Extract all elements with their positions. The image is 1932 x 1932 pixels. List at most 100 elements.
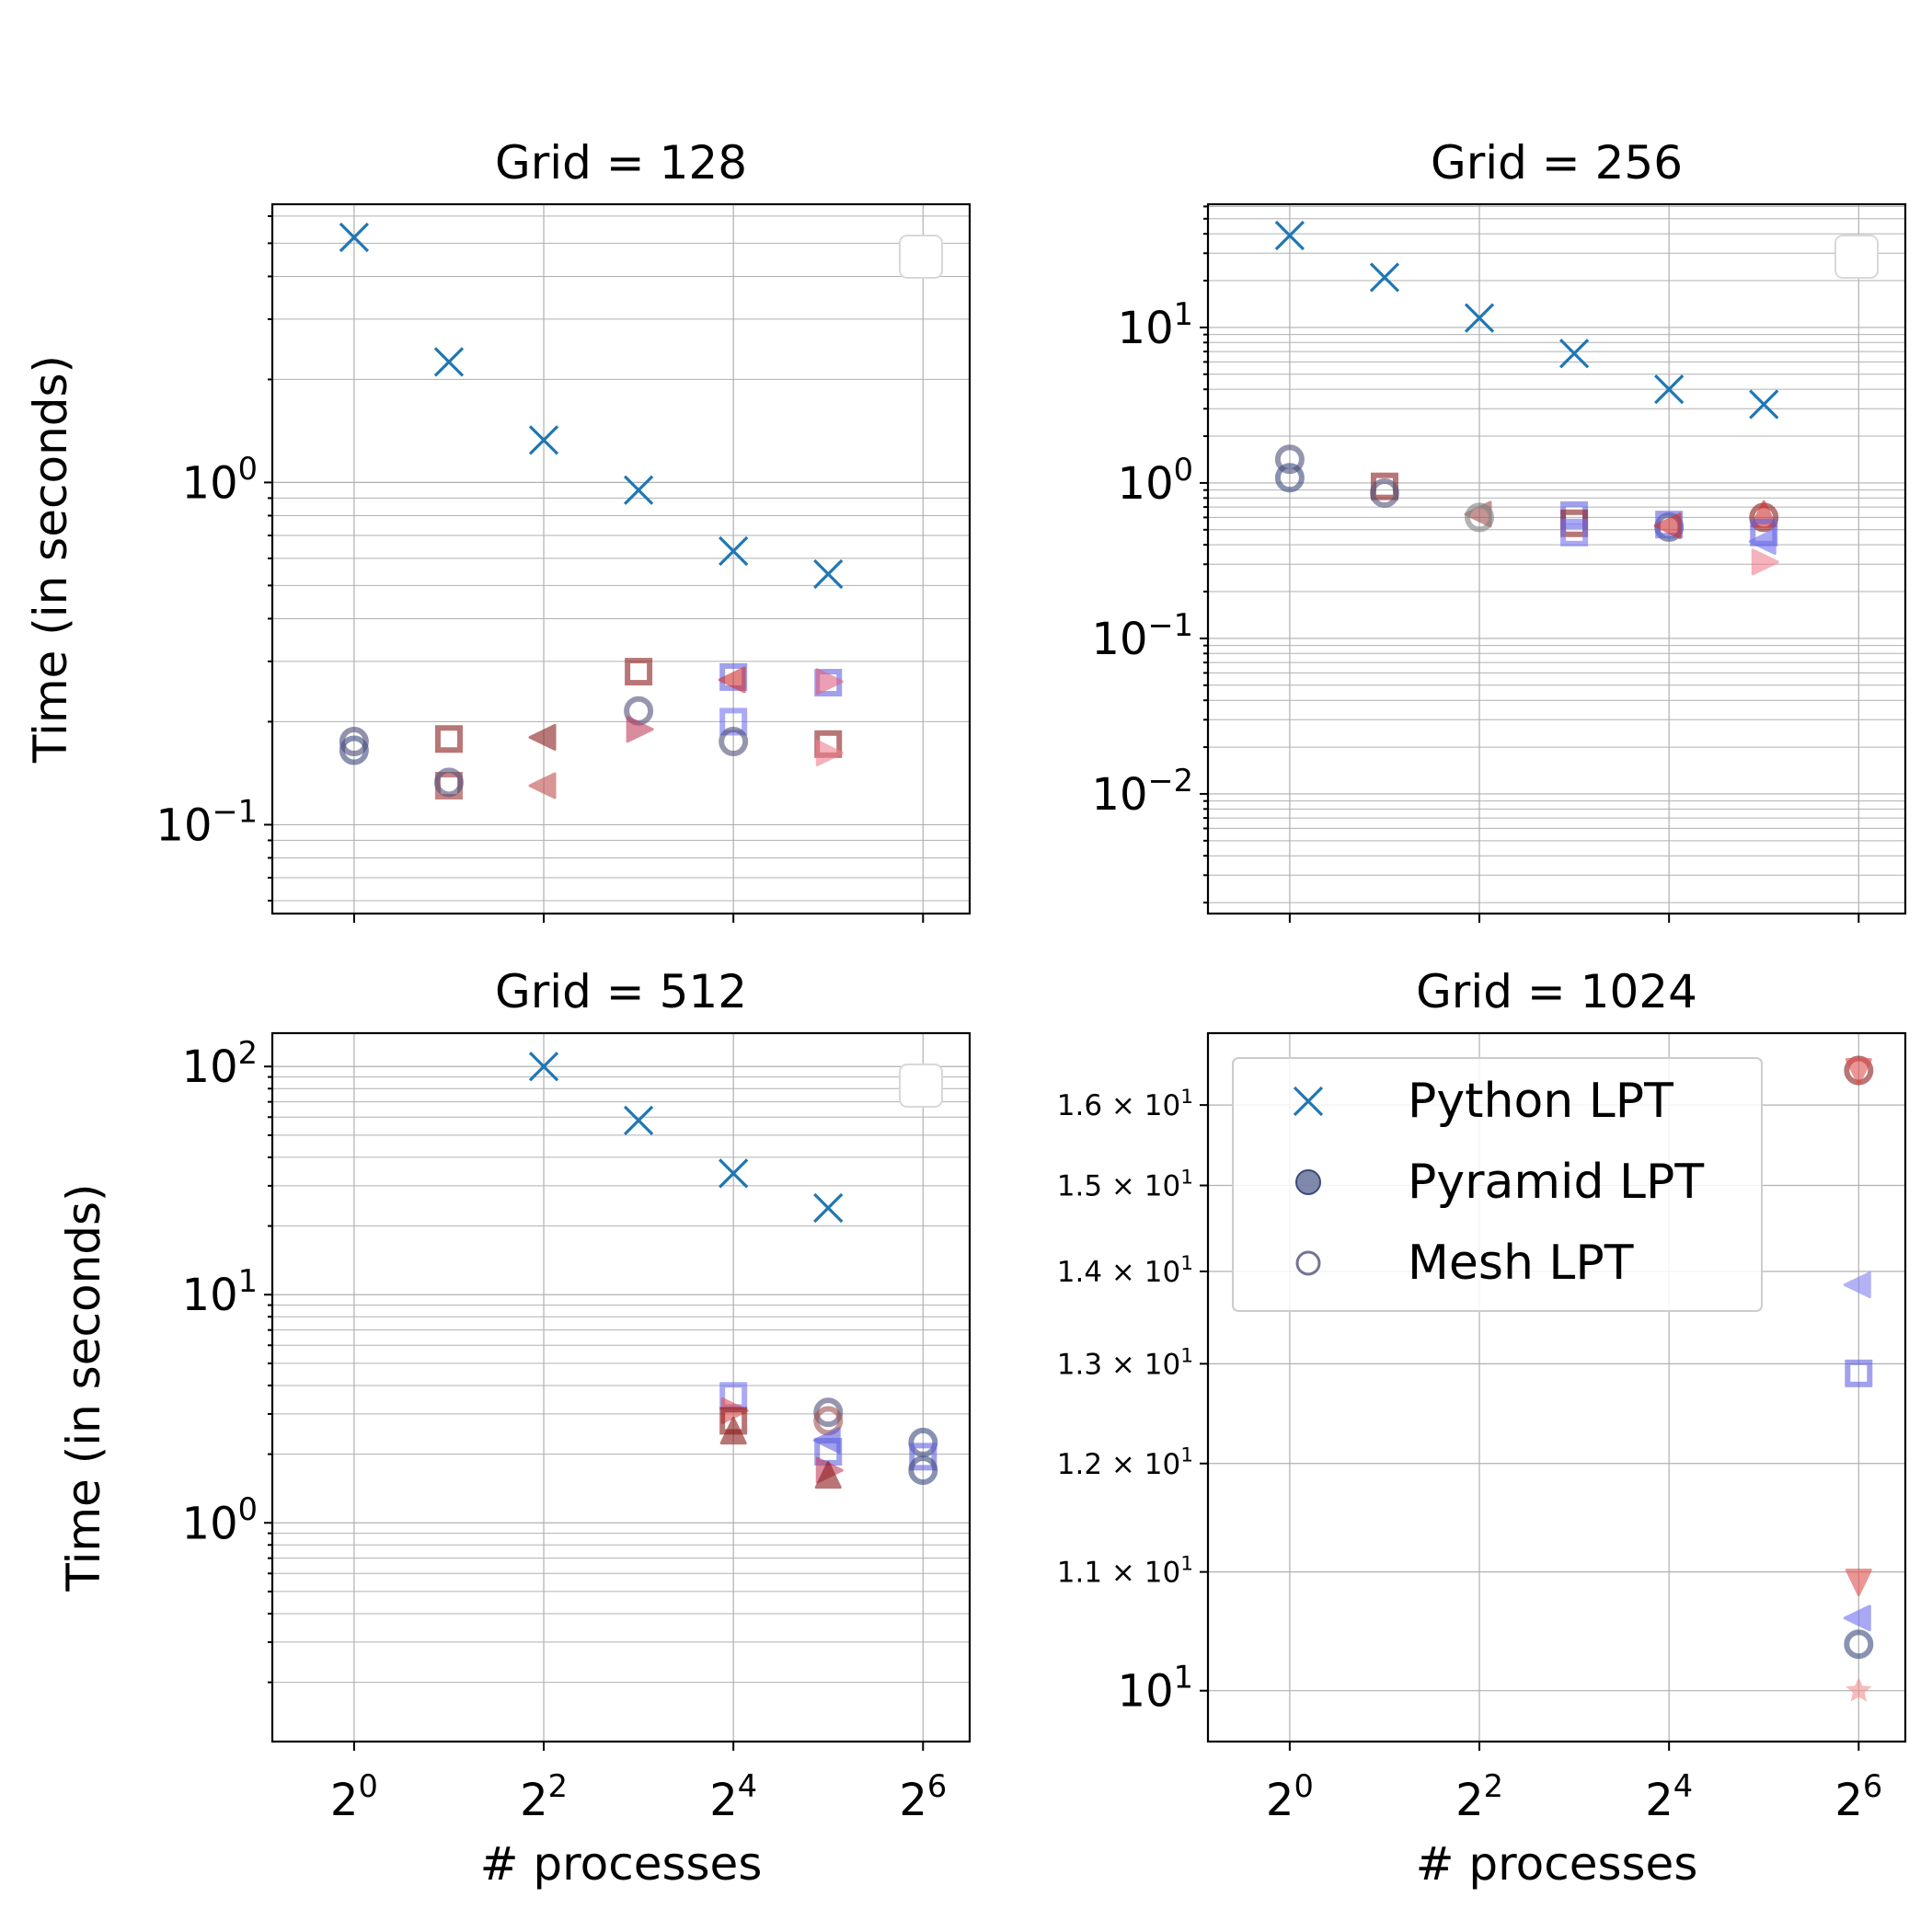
- variant-point: [1653, 512, 1682, 540]
- axes-frame: [1206, 202, 1907, 915]
- axes-frame: [1206, 1031, 1907, 1743]
- y-tick-label: 1.5 × 101: [1057, 1167, 1193, 1203]
- y-axis-label: Time (in seconds): [57, 1183, 110, 1592]
- y-axis-label: Time (in seconds): [24, 355, 77, 764]
- y-tick-label: 100: [182, 451, 258, 509]
- variant-point: [625, 658, 653, 686]
- variant-point: [1843, 1271, 1871, 1299]
- python-lpt-point: [1274, 220, 1305, 251]
- python-lpt-point: [813, 558, 844, 590]
- python-lpt-point: [813, 1192, 844, 1224]
- variant-point: [1844, 1629, 1874, 1660]
- axes-frame: [270, 202, 972, 915]
- x-axis-label: # processes: [1416, 1837, 1698, 1891]
- variant-point: [815, 739, 844, 766]
- chart-title: Grid = 1024: [1416, 965, 1697, 1018]
- variant-point: [528, 772, 557, 799]
- variant-point: [1465, 502, 1495, 533]
- python-lpt-point: [719, 535, 749, 567]
- variant-point: [1751, 548, 1779, 576]
- python-lpt-point: [1464, 303, 1495, 333]
- variant-point: [1369, 477, 1399, 508]
- variant-point: [434, 725, 463, 753]
- legend-box-empty: [899, 235, 943, 279]
- legend-box: [1232, 1057, 1763, 1312]
- variant-point: [1846, 1676, 1872, 1702]
- y-tick-label: 100: [182, 1491, 258, 1549]
- python-lpt-point: [623, 475, 654, 505]
- x-tick-label: 26: [899, 1768, 947, 1826]
- variant-point: [1274, 444, 1305, 475]
- python-lpt-point: [1654, 374, 1685, 405]
- legend-marker: [1295, 1250, 1321, 1276]
- variant-point: [1845, 1569, 1872, 1597]
- variant-point: [718, 666, 746, 694]
- legend-box-empty: [1834, 235, 1879, 279]
- y-tick-label: 1.3 × 101: [1057, 1344, 1193, 1381]
- panel-grid-1024: 101 1.1 × 101 1.2 × 101 1.3 × 101 1.4 × 101 1…: [1057, 965, 1907, 1891]
- panel-grid-512: 100 101 102 20 22 24 26 Grid = 512 Time (in seco…: [57, 965, 972, 1891]
- y-tick-label: 101: [1118, 296, 1193, 354]
- y-tick-label: 101: [1118, 1660, 1193, 1718]
- y-tick-label: 1.6 × 101: [1057, 1086, 1193, 1122]
- legend-marker: [1293, 1086, 1324, 1117]
- legend-label: Pyramid LPT: [1408, 1155, 1704, 1210]
- chart-title: Grid = 128: [495, 136, 747, 190]
- y-tick-label: 10−1: [1091, 607, 1193, 665]
- y-tick-label: 1.2 × 101: [1057, 1444, 1193, 1481]
- variant-point: [339, 727, 369, 757]
- x-tick-label: 20: [330, 1768, 378, 1826]
- python-lpt-point: [339, 222, 370, 253]
- x-tick-label: 22: [520, 1768, 568, 1826]
- variant-point: [908, 1427, 938, 1457]
- x-tick-label: 22: [1455, 1768, 1503, 1826]
- y-tick-label: 102: [182, 1035, 258, 1093]
- chart-title: Grid = 512: [495, 965, 747, 1018]
- y-tick-label: 10−1: [155, 793, 258, 851]
- variant-point: [908, 1455, 938, 1486]
- variant-point: [909, 1443, 937, 1471]
- python-lpt-point: [1558, 339, 1590, 369]
- y-tick-label: 10−2: [1091, 763, 1193, 821]
- variant-point: [1843, 1604, 1871, 1632]
- variant-point: [815, 668, 844, 696]
- python-lpt-point: [528, 425, 559, 455]
- variant-point: [433, 767, 464, 798]
- x-tick-label: 24: [1645, 1768, 1693, 1826]
- y-tick-label: 1.4 × 101: [1057, 1252, 1193, 1289]
- variant-point: [719, 707, 748, 736]
- variant-point: [528, 723, 557, 751]
- variant-point: [719, 727, 749, 757]
- legend-label: Python LPT: [1408, 1074, 1673, 1129]
- x-tick-label: 26: [1834, 1768, 1882, 1826]
- x-tick-label: 20: [1266, 1768, 1314, 1826]
- variant-point: [339, 735, 369, 765]
- x-tick-label: 24: [709, 1768, 757, 1826]
- y-tick-label: 100: [1118, 452, 1193, 510]
- legend-marker: [1295, 1169, 1321, 1195]
- chart-title: Grid = 256: [1431, 136, 1683, 190]
- variant-point: [814, 1461, 842, 1489]
- y-tick-label: 1.1 × 101: [1057, 1553, 1193, 1590]
- variant-point: [626, 716, 654, 743]
- variant-point: [1274, 463, 1305, 493]
- python-lpt-point: [719, 1158, 749, 1189]
- axes-frame: [270, 1031, 972, 1743]
- python-lpt-point: [433, 347, 465, 377]
- x-axis-label: # processes: [480, 1837, 763, 1891]
- python-lpt-point: [1749, 389, 1779, 420]
- variant-point: [1845, 1058, 1872, 1087]
- python-lpt-point: [528, 1052, 559, 1082]
- python-lpt-point: [623, 1105, 654, 1136]
- variant-point: [719, 1417, 747, 1445]
- y-tick-label: 101: [182, 1263, 258, 1321]
- variant-point: [1748, 528, 1777, 556]
- variant-point: [1845, 1359, 1873, 1387]
- variant-point: [1560, 518, 1589, 546]
- legend-box-empty: [899, 1064, 943, 1108]
- python-lpt-point: [1369, 262, 1400, 293]
- legend-label: Mesh LPT: [1408, 1236, 1634, 1291]
- panel-grid-128: 10−1 100 Grid = 128 Time (in seconds): [24, 136, 972, 923]
- panel-grid-256: 10−2 10−1 100 101 Grid = 256: [1091, 136, 1907, 923]
